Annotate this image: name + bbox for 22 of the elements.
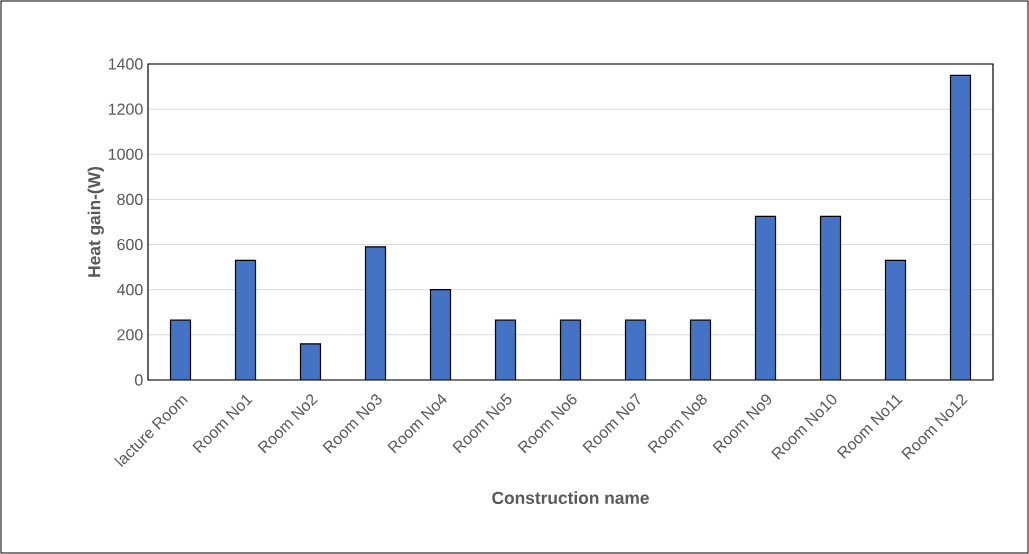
x-axis-title: Construction name — [492, 491, 649, 505]
bar — [689, 319, 712, 380]
bar — [169, 319, 192, 380]
y-axis-title: Heat gain-(W) — [87, 167, 104, 277]
y-tick-label: 800 — [117, 193, 143, 206]
y-tick-label: 1000 — [108, 148, 143, 160]
bar — [364, 246, 387, 380]
y-tick-label: 200 — [117, 329, 143, 341]
y-tick-label: 1200 — [108, 103, 143, 115]
y-tick-label: 1400 — [108, 58, 143, 70]
y-tick-label: 0 — [135, 374, 143, 386]
bar — [819, 215, 842, 380]
bar — [884, 259, 907, 380]
bar — [234, 259, 257, 380]
bar — [429, 289, 452, 380]
bar — [624, 319, 647, 380]
bar — [559, 319, 582, 380]
bar — [949, 74, 972, 380]
bar — [494, 319, 517, 380]
bar — [754, 215, 777, 380]
y-tick-label: 400 — [116, 284, 143, 296]
y-tick-label: 600 — [117, 238, 143, 251]
